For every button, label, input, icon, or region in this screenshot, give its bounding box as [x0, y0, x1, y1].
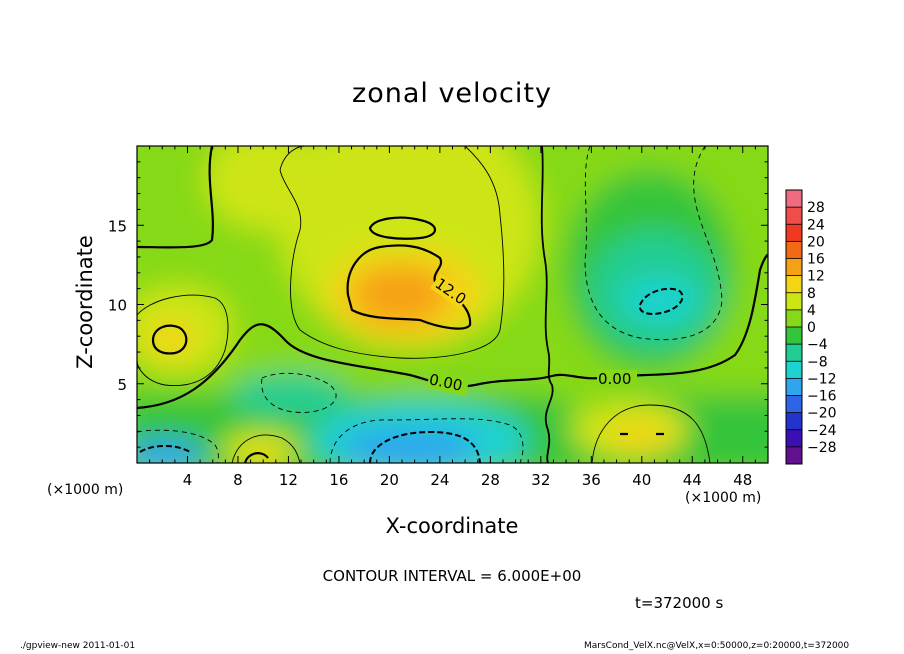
- colorbar-swatch: [786, 344, 802, 362]
- y-unit-label: (×1000 m): [685, 490, 762, 506]
- colorbar-label: −4: [807, 337, 828, 353]
- contour-6-left: [137, 294, 229, 387]
- x-unit-label: (×1000 m): [47, 482, 124, 498]
- colorbar-swatch: [786, 190, 802, 208]
- x-tick-label: 36: [582, 471, 601, 489]
- x-tick-label: 8: [233, 471, 243, 489]
- contour-6-bottom: [231, 404, 711, 463]
- contour-neg12-bottom: [139, 430, 481, 463]
- axis-ticks: [137, 146, 768, 463]
- colorbar-swatch: [786, 412, 802, 431]
- colorbar-swatch: [786, 207, 802, 225]
- x-tick-label: 48: [733, 471, 752, 489]
- contour-interval: CONTOUR INTERVAL = 6.000E+00: [322, 567, 582, 585]
- colorbar-label: −24: [807, 423, 837, 439]
- colorbar-label: 20: [807, 234, 825, 250]
- contour-12-bottom: [243, 452, 269, 463]
- colorbar-label: 4: [807, 303, 816, 319]
- colorbar-swatch: [786, 327, 802, 345]
- footer-left: ./gpview-new 2011-01-01: [20, 641, 136, 651]
- zero-contour-left: [137, 146, 214, 249]
- colorbar-label: 16: [807, 252, 825, 268]
- y-tick-label: 5: [117, 376, 127, 394]
- footer-right: MarsCond_VelX.nc@VelX,x=0:50000,z=0:2000…: [584, 641, 850, 651]
- zero-contour-main: [137, 253, 768, 410]
- y-tick-label: 10: [108, 297, 127, 315]
- zero-contour-vertical: [540, 146, 554, 463]
- x-tick-label: 28: [481, 471, 500, 489]
- chart-title: zonal velocity: [352, 78, 552, 109]
- colorbar-swatch: [786, 378, 802, 396]
- colorbar-swatch: [786, 275, 802, 294]
- colorbar-swatch: [786, 224, 802, 242]
- colorbar-label: −28: [807, 440, 837, 456]
- colorbar-swatch: [786, 429, 802, 448]
- colorbar-swatch: [786, 361, 802, 379]
- x-tick-label: 20: [380, 471, 399, 489]
- colorbar-swatch: [786, 395, 802, 413]
- x-axis-label: X-coordinate: [385, 514, 519, 538]
- contour-neg6-bottom: [137, 418, 524, 463]
- x-tick-label: 24: [430, 471, 449, 489]
- colorbar-label: −20: [807, 406, 837, 422]
- y-axis-label: Z-coordinate: [73, 235, 97, 369]
- colorbar-swatch: [786, 292, 802, 311]
- colorbar-swatch: [786, 309, 802, 328]
- colorbar-label: −8: [807, 354, 828, 370]
- contour-12-left: [151, 324, 188, 355]
- contour-label-zero-right: 0.00: [598, 370, 631, 388]
- colorbar-swatch: [786, 258, 802, 276]
- x-tick-label: 44: [683, 471, 702, 489]
- colorbar-swatch: [786, 446, 802, 465]
- colorbar-label: 24: [807, 217, 825, 233]
- colorbar-label: −16: [807, 389, 837, 405]
- y-tick-label: 15: [108, 217, 127, 235]
- x-tick-label: 40: [632, 471, 651, 489]
- x-tick-label: 32: [531, 471, 550, 489]
- contour-neg6-right: [584, 146, 723, 341]
- contour-12-top: [368, 216, 437, 240]
- x-tick-label: 4: [183, 471, 193, 489]
- x-tick-label: 16: [329, 471, 348, 489]
- time-label: t=372000 s: [635, 594, 724, 612]
- colorbar-label: 0: [807, 320, 816, 336]
- colorbar-label: 28: [807, 200, 825, 216]
- colorbar-label: 12: [807, 269, 825, 285]
- contour-neg6-low: [261, 372, 337, 413]
- colorbar-swatch: [786, 241, 802, 259]
- x-tick-label: 12: [279, 471, 298, 489]
- colorbar-label: 8: [807, 286, 816, 302]
- contour-neg12: [638, 287, 684, 315]
- colorbar-label: −12: [807, 371, 837, 387]
